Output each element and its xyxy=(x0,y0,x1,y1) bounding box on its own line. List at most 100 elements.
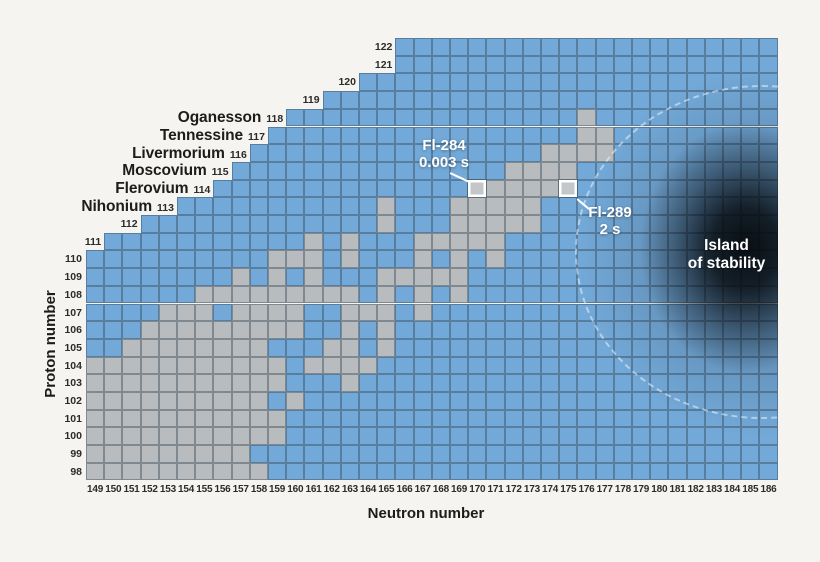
neutron-tick-label: 164 xyxy=(360,484,377,495)
proton-row-label: 110 xyxy=(65,253,82,265)
predicted-isotope-cell xyxy=(595,91,614,109)
predicted-isotope-cell xyxy=(741,38,760,56)
predicted-isotope-cell xyxy=(504,445,523,463)
predicted-isotope-cell xyxy=(104,250,123,269)
predicted-isotope-cell xyxy=(595,392,614,410)
predicted-isotope-cell xyxy=(122,250,141,269)
predicted-isotope-cell xyxy=(577,462,596,481)
predicted-isotope-cell xyxy=(413,392,432,410)
neutron-tick-label: 167 xyxy=(414,484,431,495)
predicted-isotope-cell xyxy=(322,161,341,180)
predicted-isotope-cell xyxy=(741,374,760,392)
predicted-isotope-cell xyxy=(522,303,541,322)
proton-tick-label: 117 xyxy=(248,131,265,143)
known-isotope-cell xyxy=(158,303,177,322)
predicted-isotope-cell xyxy=(395,73,414,92)
known-isotope-cell xyxy=(213,356,232,375)
known-isotope-cell xyxy=(249,285,268,304)
neutron-tick-label: 149 xyxy=(87,484,104,495)
predicted-isotope-cell xyxy=(468,356,487,375)
predicted-isotope-cell xyxy=(723,215,742,233)
predicted-isotope-cell xyxy=(340,161,359,180)
predicted-isotope-cell xyxy=(632,215,651,233)
neutron-tick-label: 152 xyxy=(141,484,158,495)
predicted-isotope-cell xyxy=(359,285,378,304)
neutron-tick-label: 170 xyxy=(469,484,486,495)
predicted-isotope-cell xyxy=(231,179,250,198)
predicted-isotope-cell xyxy=(632,392,651,410)
proton-tick-label: 109 xyxy=(64,271,82,284)
known-isotope-cell xyxy=(559,144,578,162)
predicted-isotope-cell xyxy=(359,144,378,162)
predicted-isotope-cell xyxy=(613,161,632,180)
predicted-isotope-cell xyxy=(613,445,632,463)
predicted-isotope-cell xyxy=(632,197,651,215)
predicted-isotope-cell xyxy=(468,462,487,481)
predicted-isotope-cell xyxy=(322,215,341,233)
known-isotope-cell xyxy=(504,215,523,233)
known-isotope-cell xyxy=(86,356,105,375)
predicted-isotope-cell xyxy=(213,197,232,215)
predicted-isotope-cell xyxy=(268,445,287,463)
predicted-isotope-cell xyxy=(340,144,359,162)
neutron-tick-label: 183 xyxy=(705,484,722,495)
predicted-isotope-cell xyxy=(577,250,596,269)
predicted-isotope-cell xyxy=(686,73,705,92)
predicted-isotope-cell xyxy=(613,38,632,56)
predicted-isotope-cell xyxy=(668,126,687,145)
predicted-isotope-cell xyxy=(395,409,414,428)
known-isotope-cell xyxy=(231,338,250,357)
known-isotope-cell xyxy=(86,462,105,481)
predicted-isotope-cell xyxy=(359,392,378,410)
predicted-isotope-cell xyxy=(704,108,723,127)
predicted-isotope-cell xyxy=(723,161,742,180)
predicted-isotope-cell xyxy=(577,303,596,322)
known-isotope-cell xyxy=(104,409,123,428)
predicted-isotope-cell xyxy=(759,250,778,269)
predicted-isotope-cell xyxy=(377,179,396,198)
predicted-isotope-cell xyxy=(704,409,723,428)
predicted-isotope-cell xyxy=(741,250,760,269)
predicted-isotope-cell xyxy=(395,462,414,481)
predicted-isotope-cell xyxy=(122,321,141,339)
predicted-isotope-cell xyxy=(322,108,341,127)
predicted-isotope-cell xyxy=(723,374,742,392)
predicted-isotope-cell xyxy=(723,356,742,375)
predicted-isotope-cell xyxy=(304,303,323,322)
predicted-isotope-cell xyxy=(450,427,469,446)
predicted-isotope-cell xyxy=(723,338,742,357)
predicted-isotope-cell xyxy=(595,108,614,127)
proton-tick-label: 103 xyxy=(64,377,82,390)
predicted-isotope-cell xyxy=(522,144,541,162)
proton-row-label: Nihonium 113 xyxy=(81,198,174,216)
predicted-isotope-cell xyxy=(249,215,268,233)
predicted-isotope-cell xyxy=(723,91,742,109)
predicted-isotope-cell xyxy=(686,215,705,233)
predicted-isotope-cell xyxy=(632,427,651,446)
known-isotope-cell xyxy=(486,250,505,269)
predicted-isotope-cell xyxy=(650,108,669,127)
predicted-isotope-cell xyxy=(413,126,432,145)
predicted-isotope-cell xyxy=(650,144,669,162)
predicted-isotope-cell xyxy=(595,303,614,322)
known-isotope-cell xyxy=(86,445,105,463)
predicted-isotope-cell xyxy=(340,445,359,463)
predicted-isotope-cell xyxy=(686,445,705,463)
predicted-isotope-cell xyxy=(450,321,469,339)
predicted-isotope-cell xyxy=(359,91,378,109)
proton-row-label: 112 xyxy=(121,218,138,230)
predicted-isotope-cell xyxy=(158,215,177,233)
predicted-isotope-cell xyxy=(268,179,287,198)
known-isotope-cell xyxy=(213,374,232,392)
predicted-isotope-cell xyxy=(723,303,742,322)
predicted-isotope-cell xyxy=(431,197,450,215)
neutron-tick-label: 153 xyxy=(159,484,176,495)
predicted-isotope-cell xyxy=(741,445,760,463)
predicted-isotope-cell xyxy=(759,392,778,410)
predicted-isotope-cell xyxy=(522,321,541,339)
predicted-isotope-cell xyxy=(413,38,432,56)
predicted-isotope-cell xyxy=(431,108,450,127)
known-isotope-cell xyxy=(213,321,232,339)
predicted-isotope-cell xyxy=(559,250,578,269)
predicted-isotope-cell xyxy=(595,285,614,304)
